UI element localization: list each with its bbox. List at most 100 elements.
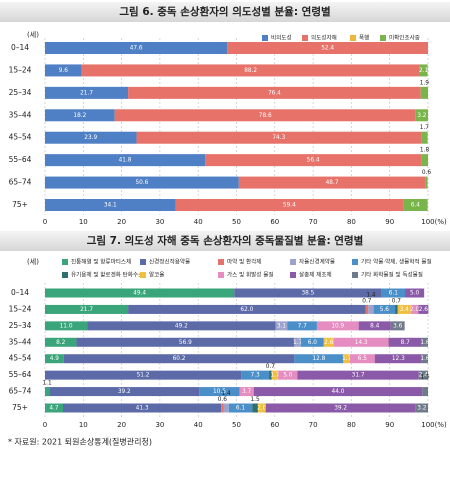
legend-label: 자율신경계약물	[299, 258, 335, 266]
bar-segment	[136, 131, 422, 144]
data-label: 23.9	[84, 135, 97, 141]
data-label: 1.7	[293, 340, 303, 346]
legend-swatch	[350, 35, 356, 41]
data-label: 3.7	[242, 389, 252, 395]
data-label: 0.7	[362, 298, 372, 304]
data-label: 9.6	[59, 68, 69, 74]
bar-segment	[223, 403, 229, 413]
source-note: * 자료원: 2021 퇴원손상통계(질병관리청)	[8, 437, 152, 447]
bar-segment	[349, 354, 375, 364]
data-label: 2.0	[257, 406, 267, 412]
bar-segment	[87, 321, 276, 331]
data-label: 88.2	[244, 68, 257, 74]
data-label: 56.4	[307, 158, 320, 164]
bar-segment	[45, 131, 137, 144]
x-tick-label: 80	[347, 218, 356, 226]
bar-segment	[45, 370, 242, 380]
data-label: 18.2	[73, 113, 86, 119]
data-label: 1.5	[250, 397, 260, 403]
bar-segment	[418, 304, 429, 314]
data-label: 12.8	[312, 356, 325, 362]
bar-segment	[420, 86, 428, 99]
y-tick-label: 65–74	[9, 178, 32, 187]
bar-segment	[63, 403, 222, 413]
bar-segment	[45, 354, 64, 364]
bar-segment	[316, 321, 359, 331]
data-label: 1.1	[42, 381, 52, 387]
data-label: 3.2	[417, 113, 427, 119]
bar-segment	[45, 64, 82, 77]
data-label: 0.6	[422, 170, 432, 176]
bar-segment	[265, 403, 416, 413]
bar-segment	[278, 370, 298, 380]
data-label: 8.2	[56, 340, 66, 346]
data-label: 5.0	[283, 373, 293, 379]
bar-segment	[421, 337, 428, 347]
legend-label: 유기용제 및 할로겐화 탄화수소	[71, 271, 143, 279]
bar-segment	[421, 154, 428, 167]
bar-segment	[287, 321, 317, 331]
data-label: 52.4	[321, 46, 334, 52]
y-tick-label: 75+	[12, 403, 28, 412]
bar-segment	[175, 199, 404, 211]
y-tick-label: 45–54	[9, 354, 32, 363]
data-label: 11.0	[60, 323, 73, 329]
data-label: 50.6	[135, 180, 148, 186]
bar-segment	[238, 176, 426, 189]
data-label: 0.6	[218, 397, 228, 403]
bar-segment	[114, 109, 416, 122]
x-tick-label: 20	[117, 421, 126, 429]
data-label: 62.0	[240, 307, 253, 313]
bar-segment	[252, 403, 258, 413]
legend-swatch	[218, 259, 224, 265]
bar-segment	[365, 304, 369, 314]
data-label: 1.5	[421, 375, 431, 381]
y-tick-label: 25–34	[9, 88, 32, 97]
data-label: 1.6	[420, 340, 430, 346]
data-label: 5.6	[380, 307, 390, 313]
data-label: 60.2	[173, 356, 186, 362]
bar-segment	[76, 337, 295, 347]
bar-segment	[199, 387, 240, 397]
bar-segment	[415, 403, 428, 413]
bar-segment	[205, 154, 422, 167]
y-tick-label: 15–24	[9, 65, 32, 74]
bar-segment	[45, 288, 235, 298]
chart-title: 그림 6. 중독 손상환자의 의도성별 분율: 연령별	[119, 5, 330, 18]
bar-segment	[410, 304, 419, 314]
bar-segment	[333, 337, 389, 347]
x-tick-label: 30	[155, 421, 164, 429]
data-label: 1.7	[420, 125, 430, 131]
bar-segment	[234, 288, 382, 298]
legend-label: 비의도성	[271, 34, 292, 42]
bar-segment	[271, 370, 279, 380]
data-label: 2.6	[419, 307, 429, 313]
x-tick-label: 0	[43, 218, 47, 226]
bar-segment	[227, 42, 428, 54]
y-tick-label: 15–24	[9, 304, 32, 313]
bar-segment	[228, 403, 253, 413]
bar-segment	[239, 387, 254, 397]
bar-segment	[45, 199, 176, 211]
bar-segment	[368, 304, 374, 314]
bar-segment	[422, 387, 428, 397]
legend-swatch	[62, 272, 68, 278]
legend-label: 알코올	[149, 271, 164, 279]
legend-label: 기타 약물·약제, 생물학적 물질	[361, 258, 432, 266]
bar-segment	[275, 321, 288, 331]
legend-label: 살충제 제초제	[299, 271, 332, 279]
data-label: 41.8	[119, 158, 132, 164]
data-label: 59.4	[283, 203, 296, 209]
legend-label: 마약 및 환각제	[227, 258, 261, 266]
legend-label: 미확인조사중	[389, 34, 420, 42]
data-label: 0.7	[392, 298, 402, 304]
bar-segment	[381, 288, 406, 298]
bar-segment	[269, 370, 272, 380]
data-label: 48.7	[326, 180, 339, 186]
bar-segment	[418, 370, 428, 380]
bar-segment	[45, 86, 129, 99]
data-label: 38.5	[301, 291, 314, 297]
data-label: 21.7	[80, 90, 93, 96]
legend-label: 기타 화학물질 및 독성물질	[361, 271, 423, 279]
y-tick-label: 35–44	[9, 110, 32, 119]
